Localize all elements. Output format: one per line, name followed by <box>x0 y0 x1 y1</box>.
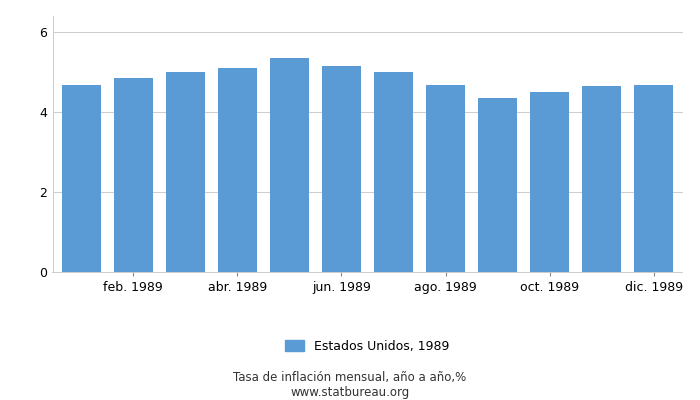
Text: Tasa de inflación mensual, año a año,%: Tasa de inflación mensual, año a año,% <box>233 372 467 384</box>
Legend: Estados Unidos, 1989: Estados Unidos, 1989 <box>281 334 454 358</box>
Bar <box>166 72 205 272</box>
Bar <box>113 78 153 272</box>
Bar <box>582 86 622 272</box>
Text: www.statbureau.org: www.statbureau.org <box>290 386 410 399</box>
Bar <box>374 72 413 272</box>
Bar <box>478 98 517 272</box>
Bar <box>270 58 309 272</box>
Bar <box>426 85 465 272</box>
Bar <box>322 66 361 272</box>
Bar <box>62 85 101 272</box>
Bar <box>634 85 673 272</box>
Bar <box>218 68 257 272</box>
Bar <box>530 92 569 272</box>
